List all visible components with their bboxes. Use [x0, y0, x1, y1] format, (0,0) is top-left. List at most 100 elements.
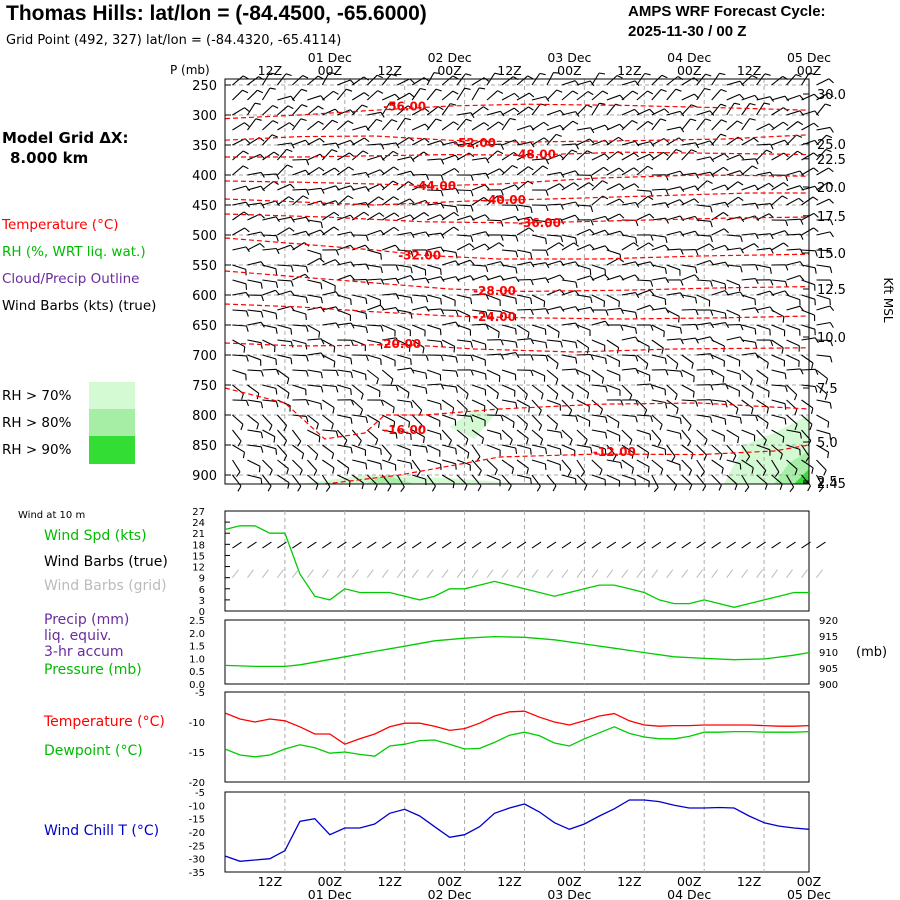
wind-barb-flag: [335, 431, 339, 438]
wind-barb: [801, 354, 814, 364]
wind-barb: [501, 309, 516, 315]
isotherm-label: -40.00: [483, 193, 526, 207]
wind-barb-flag: [664, 244, 670, 250]
wind-barb: [472, 264, 487, 267]
wind-barb: [262, 279, 277, 283]
wind-barb: [292, 242, 305, 251]
wind-barb-flag: [710, 353, 714, 360]
wind-barb-flag: [286, 148, 293, 153]
wind-barb-flag: [394, 244, 400, 251]
windchill-tick-label: -25: [189, 841, 205, 852]
wind-barb-flag: [343, 439, 348, 446]
wind-barb-flag: [350, 447, 353, 454]
wind-barb: [591, 229, 606, 236]
wind-barb: [681, 414, 692, 426]
wind-barb: [426, 106, 439, 116]
wind-barb: [666, 369, 681, 372]
wind-barb: [397, 249, 412, 252]
wind-barb-flag: [347, 195, 354, 200]
wind-barb-flag: [389, 102, 396, 105]
wind-barb: [801, 384, 816, 388]
wind-barb-flag: [484, 214, 490, 220]
wind-barb: [606, 429, 620, 437]
wind-barb: [441, 90, 454, 101]
wind-barb: [292, 169, 306, 176]
wind-barb: [516, 474, 531, 479]
wind-barb: [262, 216, 277, 221]
isotherm-label: -52.00: [453, 136, 496, 150]
wind-barb: [666, 137, 680, 146]
wind-barb: [367, 143, 382, 146]
wind-barb: [232, 211, 245, 221]
wind-barb: [367, 264, 382, 268]
wind-barb: [756, 96, 771, 101]
wind-barb-flag: [744, 486, 750, 493]
wind-barb: [771, 354, 785, 362]
wind-barb: [292, 294, 307, 298]
wind-barb: [651, 339, 664, 349]
date-label-top: 04 Dec: [667, 50, 711, 65]
wind-barb: [696, 110, 711, 116]
wind-barb: [412, 294, 427, 297]
wind-barb: [786, 197, 800, 206]
wind-barb: [681, 142, 696, 146]
wind-barb: [516, 261, 531, 266]
wind-barb-flag: [618, 301, 620, 308]
wind-barb: [247, 354, 261, 361]
time-tick-bottom: 12Z: [617, 874, 641, 889]
wind-barb: [307, 279, 322, 284]
wind-barb: [681, 369, 695, 377]
wind-barb-flag: [620, 399, 624, 406]
wind-barb: [576, 91, 589, 101]
wind-barb: [397, 399, 412, 403]
wind-barb: [726, 80, 741, 86]
wind-barb-flag: [440, 202, 445, 209]
wind-barb-flag: [275, 388, 278, 395]
wind-barb: [247, 231, 262, 236]
wind-barb: [576, 127, 591, 131]
wind-barb: [666, 324, 681, 329]
wind-barb-flag: [464, 87, 471, 90]
wind-barb: [561, 306, 576, 311]
wind-barb-flag: [528, 406, 530, 413]
wind-barb: [442, 369, 457, 372]
wind-barb: [291, 88, 302, 101]
wind-barb-flag: [555, 133, 562, 137]
wind-barb: [771, 95, 786, 101]
wind-barb-flag: [829, 402, 832, 409]
wind-barb: [277, 122, 290, 131]
wind-barb-flag: [603, 301, 606, 308]
wind-barb: [816, 305, 831, 311]
wind-barb: [411, 107, 425, 116]
wind-barb: [307, 429, 321, 437]
wind-barb: [681, 230, 696, 236]
wind-barb: [681, 264, 696, 268]
wind-barb-flag: [515, 267, 518, 274]
wind-barb: [471, 444, 481, 457]
wind-barb-flag: [478, 470, 482, 477]
wind-barb-flag: [376, 74, 383, 79]
wind-barb-flag: [500, 189, 504, 196]
wind-barb-flag: [275, 173, 280, 180]
wind-barb: [561, 339, 576, 343]
wind-barb: [771, 369, 786, 374]
wind10m-barb: [516, 541, 527, 549]
wind-barb-flag: [256, 423, 260, 430]
wind-barb: [726, 279, 740, 286]
wind-barb-flag: [237, 485, 242, 492]
wind-barb: [531, 234, 546, 239]
wind-barb: [456, 399, 468, 411]
wind-barb: [441, 414, 456, 421]
wind-barb: [397, 294, 412, 298]
wind-barb: [426, 429, 441, 435]
wind-barb: [337, 294, 351, 300]
wind-barb: [337, 185, 351, 191]
wind-barb-flag: [753, 243, 759, 248]
wind-tick-label: 6: [199, 585, 205, 596]
pressure-tick-label: 450: [192, 199, 217, 214]
wind-barb-flag: [378, 196, 384, 201]
wind-barb: [396, 384, 410, 393]
wind-barb: [337, 354, 352, 359]
wind-barb-flag: [680, 338, 684, 345]
wind-barb: [247, 171, 262, 176]
